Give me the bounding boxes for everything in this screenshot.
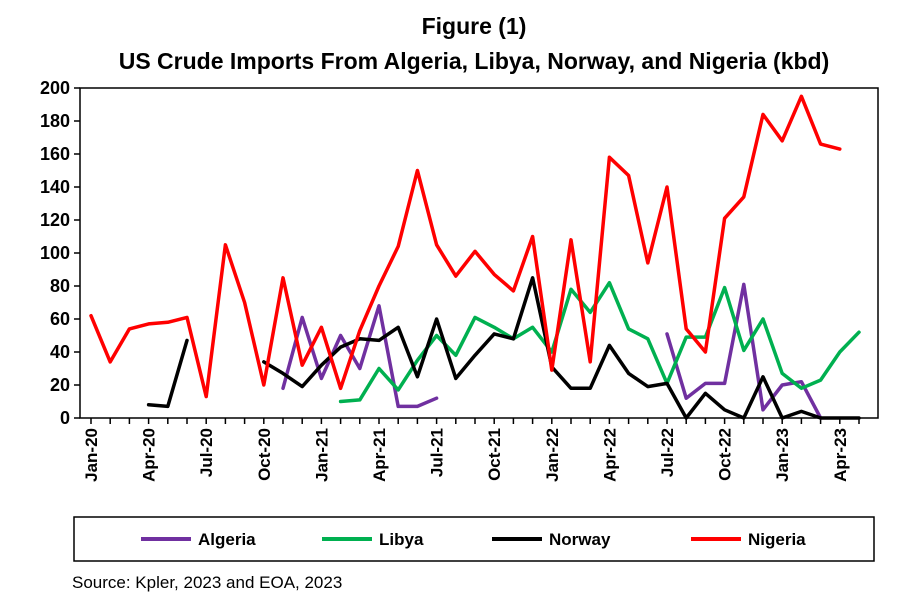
x-tick-label: Jul-20 bbox=[197, 428, 216, 477]
legend-items: Algeria Libya Norway Nigeria bbox=[141, 530, 806, 549]
chart-subtitle: US Crude Imports From Algeria, Libya, No… bbox=[119, 48, 830, 74]
legend-label-libya: Libya bbox=[379, 530, 424, 549]
x-axis-ticks: Jan-20 Apr-20 Jul-20 Oct-20 Jan-21 Apr-21 Jul-… bbox=[82, 418, 860, 482]
x-tick-label: Apr-21 bbox=[370, 428, 389, 482]
y-tick-label: 40 bbox=[50, 342, 70, 362]
x-tick-label: Jul-22 bbox=[658, 428, 677, 477]
series-line-nigeria bbox=[89, 94, 842, 399]
y-tick-label: 200 bbox=[40, 78, 70, 98]
plot-area-frame bbox=[79, 87, 879, 419]
x-tick-label: Apr-22 bbox=[600, 428, 619, 482]
x-tick-label: Apr-20 bbox=[140, 428, 159, 482]
x-tick-label: Jan-21 bbox=[312, 428, 331, 482]
x-tick-label: Apr-23 bbox=[831, 428, 850, 482]
chart-title: Figure (1) bbox=[422, 13, 527, 39]
legend-label-nigeria: Nigeria bbox=[748, 530, 806, 549]
x-tick-label: Jul-21 bbox=[428, 428, 447, 477]
x-tick-label: Jan-22 bbox=[543, 428, 562, 482]
y-tick-label: 120 bbox=[40, 210, 70, 230]
y-tick-label: 180 bbox=[40, 111, 70, 131]
y-tick-label: 80 bbox=[50, 276, 70, 296]
y-tick-label: 140 bbox=[40, 177, 70, 197]
legend-label-algeria: Algeria bbox=[198, 530, 256, 549]
y-tick-label: 20 bbox=[50, 375, 70, 395]
y-tick-label: 100 bbox=[40, 243, 70, 263]
series-line-algeria bbox=[281, 304, 439, 409]
series-line-norway bbox=[262, 276, 861, 420]
series-lines bbox=[89, 94, 861, 420]
x-tick-label: Oct-20 bbox=[255, 428, 274, 481]
y-tick-label: 0 bbox=[60, 408, 70, 428]
y-axis-ticks: 0 20 40 60 80 100 120 140 160 180 200 bbox=[40, 78, 80, 428]
x-tick-label: Oct-22 bbox=[716, 428, 735, 481]
series-line-norway bbox=[146, 338, 189, 409]
x-tick-label: Jan-23 bbox=[773, 428, 792, 482]
legend-label-norway: Norway bbox=[549, 530, 611, 549]
y-tick-label: 60 bbox=[50, 309, 70, 329]
x-tick-label: Jan-20 bbox=[82, 428, 101, 482]
x-tick-label: Oct-21 bbox=[485, 428, 504, 481]
source-note: Source: Kpler, 2023 and EOA, 2023 bbox=[72, 573, 342, 592]
y-tick-label: 160 bbox=[40, 144, 70, 164]
